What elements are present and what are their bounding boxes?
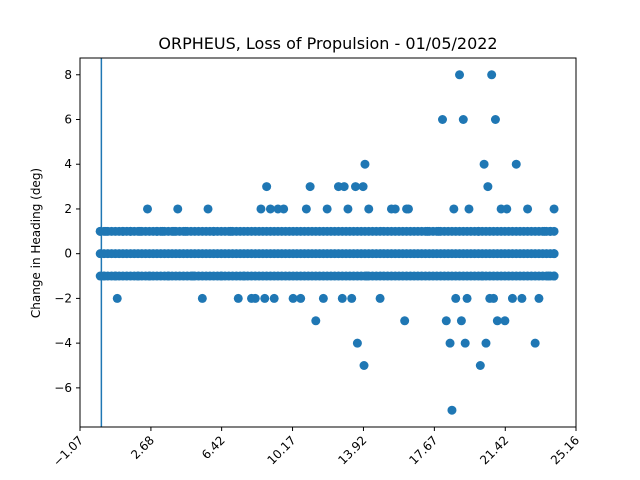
data-point: [256, 204, 266, 214]
data-point: [487, 70, 497, 80]
data-point: [400, 316, 410, 326]
data-point: [360, 159, 370, 169]
data-point: [359, 361, 369, 370]
data-point: [265, 204, 275, 214]
data-point: [305, 182, 315, 192]
data-point: [479, 159, 489, 169]
data-point: [296, 293, 306, 303]
data-point: [449, 204, 459, 214]
data-point: [288, 293, 298, 303]
data-point: [390, 204, 400, 214]
data-point: [483, 182, 493, 192]
data-point: [322, 204, 332, 214]
data-point: [343, 204, 353, 214]
data-point: [462, 293, 472, 303]
y-axis-label: Change in Heading (deg): [29, 168, 43, 318]
y-tick-label: 8: [64, 68, 72, 82]
data-point: [352, 338, 362, 348]
y-tick-label: −4: [54, 336, 72, 350]
data-point: [173, 204, 183, 214]
data-point: [262, 182, 272, 192]
data-point: [279, 204, 289, 214]
data-point: [481, 338, 491, 348]
data-point: [523, 204, 533, 214]
data-point: [451, 293, 461, 303]
data-point: [511, 159, 521, 169]
data-point: [233, 293, 243, 303]
y-tick-label: 6: [64, 113, 72, 127]
data-point: [347, 293, 357, 303]
plot-area: [95, 58, 559, 427]
data-point: [534, 293, 544, 303]
y-tick-label: 2: [64, 202, 72, 216]
data-point: [455, 70, 465, 80]
data-point: [489, 293, 499, 303]
data-point: [112, 293, 122, 303]
data-point: [502, 204, 512, 214]
chart-title: ORPHEUS, Loss of Propulsion - 01/05/2022: [158, 34, 497, 53]
data-point: [445, 338, 455, 348]
data-point: [250, 293, 260, 303]
data-point: [549, 204, 559, 214]
plot-frame: [79, 57, 577, 428]
data-point: [197, 293, 207, 303]
data-point: [492, 316, 502, 326]
data-point: [318, 293, 328, 303]
data-point: [364, 204, 374, 214]
data-point: [403, 204, 413, 214]
data-point: [447, 405, 457, 415]
data-point: [269, 293, 279, 303]
data-point: [301, 204, 311, 214]
data-point: [490, 115, 500, 124]
data-point: [203, 204, 213, 214]
data-point: [438, 115, 447, 124]
data-point: [441, 316, 451, 326]
data-point: [549, 249, 559, 259]
data-point: [500, 316, 510, 326]
y-tick-label: 0: [64, 247, 72, 261]
y-tick-label: 4: [64, 157, 72, 171]
data-point: [375, 293, 385, 303]
data-point: [311, 316, 321, 326]
data-point: [549, 271, 559, 281]
data-point: [339, 182, 349, 192]
data-point: [337, 293, 347, 303]
data-point: [458, 115, 468, 124]
data-point: [549, 226, 559, 236]
data-point: [464, 204, 474, 214]
data-point: [460, 338, 470, 348]
data-point: [507, 293, 517, 303]
data-point: [517, 293, 527, 303]
data-point: [260, 293, 270, 303]
data-point: [530, 338, 540, 348]
data-point: [351, 182, 361, 192]
data-point: [475, 361, 485, 370]
data-point: [456, 316, 466, 326]
data-point: [143, 204, 153, 214]
y-tick-label: −6: [54, 381, 72, 395]
y-tick-label: −2: [54, 291, 72, 305]
data-point: [358, 182, 368, 192]
